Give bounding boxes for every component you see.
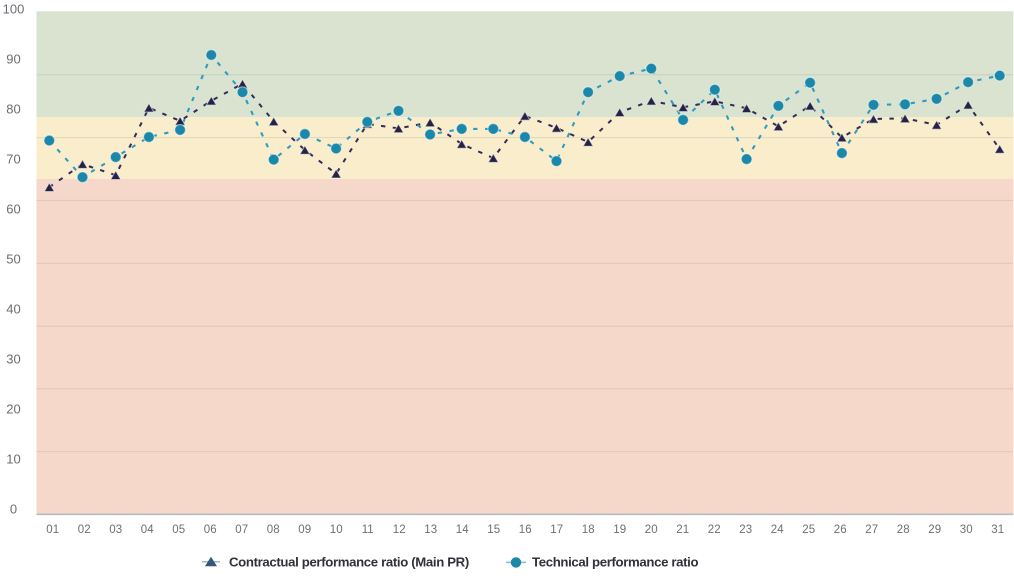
svg-text:05: 05 [172,524,185,536]
svg-text:Contractual performance ratio: Contractual performance ratio (Main PR) [229,555,469,570]
svg-text:20: 20 [6,402,20,417]
svg-text:24: 24 [771,524,784,536]
svg-text:25: 25 [802,524,815,536]
svg-text:17: 17 [550,524,563,536]
svg-text:23: 23 [739,524,752,536]
svg-text:06: 06 [204,524,217,536]
svg-text:12: 12 [393,524,406,536]
svg-text:04: 04 [141,524,154,536]
svg-text:40: 40 [6,302,20,317]
svg-text:Technical performance ratio: Technical performance ratio [532,555,698,570]
svg-text:20: 20 [645,524,658,536]
svg-text:30: 30 [6,352,20,367]
svg-text:70: 70 [6,152,20,167]
svg-text:09: 09 [298,524,311,536]
svg-text:13: 13 [424,524,437,536]
svg-text:08: 08 [267,524,280,536]
svg-text:22: 22 [708,524,721,536]
svg-text:19: 19 [613,524,626,536]
svg-text:03: 03 [109,524,122,536]
svg-text:60: 60 [6,202,20,217]
svg-text:10: 10 [330,524,343,536]
svg-text:18: 18 [582,524,595,536]
svg-text:100: 100 [3,2,25,17]
svg-text:80: 80 [6,102,20,117]
svg-text:11: 11 [362,524,374,536]
svg-text:10: 10 [6,452,20,467]
svg-text:15: 15 [487,524,500,536]
svg-text:90: 90 [6,52,20,67]
svg-text:27: 27 [865,524,878,536]
svg-text:28: 28 [897,524,910,536]
svg-text:29: 29 [928,524,941,536]
svg-text:31: 31 [991,524,1004,536]
svg-text:0: 0 [10,502,17,517]
svg-text:50: 50 [6,252,20,267]
svg-text:02: 02 [78,524,91,536]
svg-text:16: 16 [519,524,532,536]
svg-text:30: 30 [960,524,973,536]
svg-text:21: 21 [676,524,689,536]
svg-text:07: 07 [235,524,248,536]
svg-text:14: 14 [456,524,469,536]
svg-text:26: 26 [834,524,847,536]
svg-text:01: 01 [46,524,59,536]
